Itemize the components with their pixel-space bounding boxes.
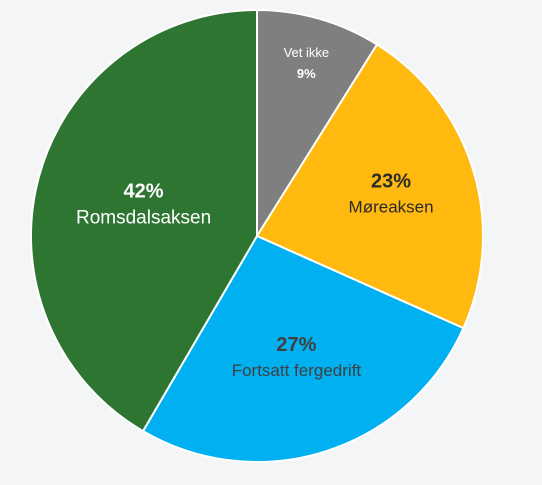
value-label: 9% (297, 66, 316, 81)
value-label: 42% (124, 181, 164, 203)
pie-slice (141, 234, 465, 463)
slice-name: Vet ikke (284, 45, 330, 60)
slice-name: Romsdalsaksen (76, 207, 211, 228)
pie-slice (256, 8, 379, 240)
slice-name: Fortsatt fergedrift (232, 361, 362, 380)
pie-slice (255, 43, 484, 330)
value-label: 27% (276, 334, 316, 356)
slice-name: Møreaksen (349, 198, 434, 217)
pie-slice (30, 8, 258, 433)
value-label: 23% (371, 170, 411, 192)
